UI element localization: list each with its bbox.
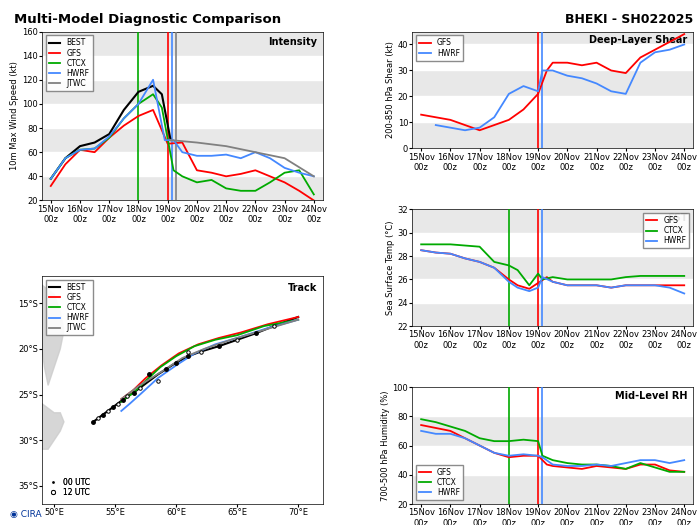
Legend: BEST, GFS, CTCX, HWRF, JTWC: BEST, GFS, CTCX, HWRF, JTWC <box>46 280 92 335</box>
Text: Track: Track <box>288 283 317 293</box>
Text: Mid-Level RH: Mid-Level RH <box>615 391 687 401</box>
Bar <box>412 45 693 70</box>
Bar <box>412 233 693 256</box>
Bar <box>412 446 693 475</box>
Bar <box>412 97 693 122</box>
Polygon shape <box>40 285 64 385</box>
Y-axis label: 700-500 hPa Humidity (%): 700-500 hPa Humidity (%) <box>381 390 390 501</box>
Bar <box>412 279 693 303</box>
Legend: GFS, HWRF: GFS, HWRF <box>416 35 463 60</box>
Text: Deep-Layer Shear: Deep-Layer Shear <box>589 35 687 45</box>
Legend: GFS, CTCX, HWRF: GFS, CTCX, HWRF <box>416 465 463 500</box>
Text: SST: SST <box>667 213 687 223</box>
Legend: GFS, CTCX, HWRF: GFS, CTCX, HWRF <box>643 213 690 248</box>
Bar <box>412 387 693 416</box>
Bar <box>42 152 323 176</box>
Text: Intensity: Intensity <box>268 37 317 47</box>
Y-axis label: 10m Max Wind Speed (kt): 10m Max Wind Speed (kt) <box>10 61 19 171</box>
Text: BHEKI - SH022025: BHEKI - SH022025 <box>565 13 693 26</box>
Text: Multi-Model Diagnostic Comparison: Multi-Model Diagnostic Comparison <box>14 13 281 26</box>
Bar <box>42 104 323 128</box>
Y-axis label: Sea Surface Temp (°C): Sea Surface Temp (°C) <box>386 220 395 315</box>
Y-axis label: 200-850 hPa Shear (kt): 200-850 hPa Shear (kt) <box>386 41 395 139</box>
Polygon shape <box>42 404 64 449</box>
Legend: BEST, GFS, CTCX, HWRF, JTWC: BEST, GFS, CTCX, HWRF, JTWC <box>46 35 92 91</box>
Bar <box>42 56 323 80</box>
Text: ◉ CIRA: ◉ CIRA <box>10 510 42 519</box>
